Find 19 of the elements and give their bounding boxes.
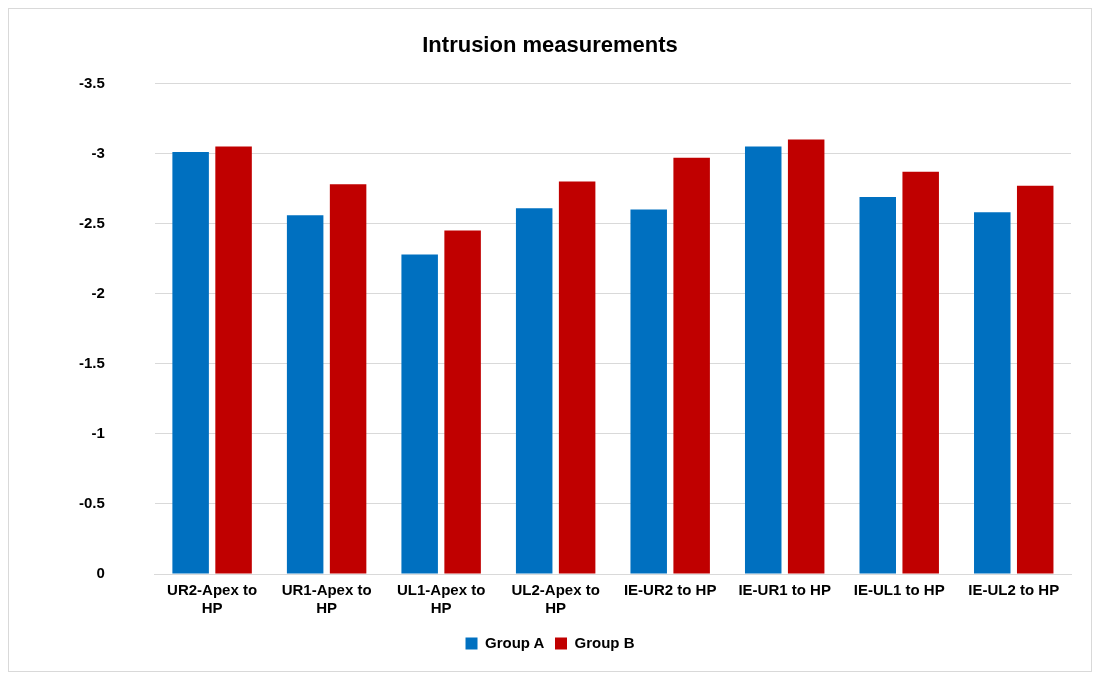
x-tick-label: IE-UR1 to HP — [738, 581, 831, 599]
y-tick-label: -2 — [91, 283, 105, 301]
y-tick-label: -1.5 — [78, 353, 105, 371]
y-tick-label: -0.5 — [78, 494, 105, 512]
x-tick-label: IE-UL1 to HP — [853, 581, 945, 599]
y-tick-label: -3.5 — [78, 73, 105, 91]
legend-label: Group A — [485, 633, 545, 651]
x-tick-label: UR1-Apex to HP — [281, 581, 372, 617]
y-tick-label: -2.5 — [78, 213, 105, 231]
y-tick-label: 0 — [96, 564, 105, 582]
x-tick-label: IE-UL2 to HP — [968, 581, 1060, 599]
x-tick-label: UL2-Apex to HP — [511, 581, 600, 617]
y-tick-label: -1 — [91, 423, 105, 441]
y-tick-label: -3 — [91, 143, 105, 161]
x-tick-label: IE-UR2 to HP — [623, 581, 717, 599]
x-tick-label: UL1-Apex to HP — [396, 581, 486, 617]
chart-title: Intrusion measurements — [422, 32, 678, 58]
x-tick-label: UR2-Apex to HP — [167, 581, 258, 617]
legend-label: Group B — [574, 633, 635, 651]
